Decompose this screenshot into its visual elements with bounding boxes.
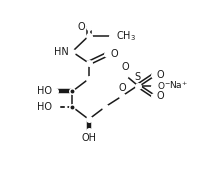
- Text: S: S: [135, 72, 141, 82]
- Text: O$^{-}$: O$^{-}$: [157, 80, 171, 91]
- Text: O: O: [157, 70, 164, 80]
- Text: O: O: [110, 49, 118, 59]
- Text: O: O: [121, 62, 129, 72]
- Text: O: O: [157, 91, 164, 101]
- Text: O: O: [118, 83, 126, 93]
- Text: HN: HN: [54, 47, 69, 57]
- Text: O: O: [77, 22, 85, 32]
- Text: CH$_3$: CH$_3$: [116, 29, 136, 43]
- Text: Na$^{+}$: Na$^{+}$: [169, 80, 187, 91]
- Text: OH: OH: [81, 133, 96, 143]
- Text: HO: HO: [37, 102, 52, 112]
- Text: HO: HO: [37, 87, 52, 96]
